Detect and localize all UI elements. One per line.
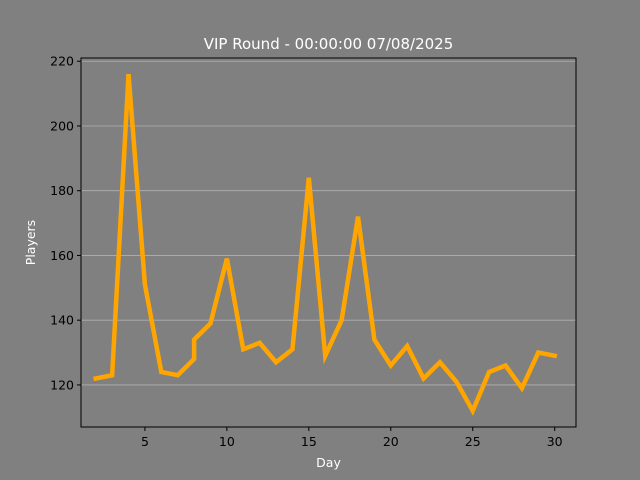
x-tick-label-5: 5 — [141, 434, 149, 449]
x-tick-label-10: 10 — [219, 434, 235, 449]
x-tick-label-20: 20 — [383, 434, 399, 449]
y-tick-label-120: 120 — [50, 377, 74, 392]
y-axis-ticks: 120 140 160 180 200 220 — [50, 54, 81, 392]
y-tick-label-220: 220 — [50, 54, 74, 69]
y-tick-label-180: 180 — [50, 183, 74, 198]
series-line-0 — [93, 74, 558, 416]
x-axis-ticks: 5 10 15 20 25 30 — [141, 427, 563, 449]
x-tick-label-30: 30 — [547, 434, 563, 449]
y-tick-label-200: 200 — [50, 118, 74, 133]
x-tick-label-15: 15 — [301, 434, 317, 449]
series-layer — [93, 74, 558, 416]
gridlines — [81, 60, 576, 386]
plot-area-frame — [80, 57, 577, 428]
chart-title: VIP Round - 00:00:00 07/08/2025 — [204, 35, 454, 53]
y-axis-label: Players — [23, 220, 38, 265]
y-tick-label-140: 140 — [50, 313, 74, 328]
x-axis-label: Day — [316, 455, 341, 470]
y-tick-label-160: 160 — [50, 248, 74, 263]
x-tick-label-25: 25 — [465, 434, 481, 449]
